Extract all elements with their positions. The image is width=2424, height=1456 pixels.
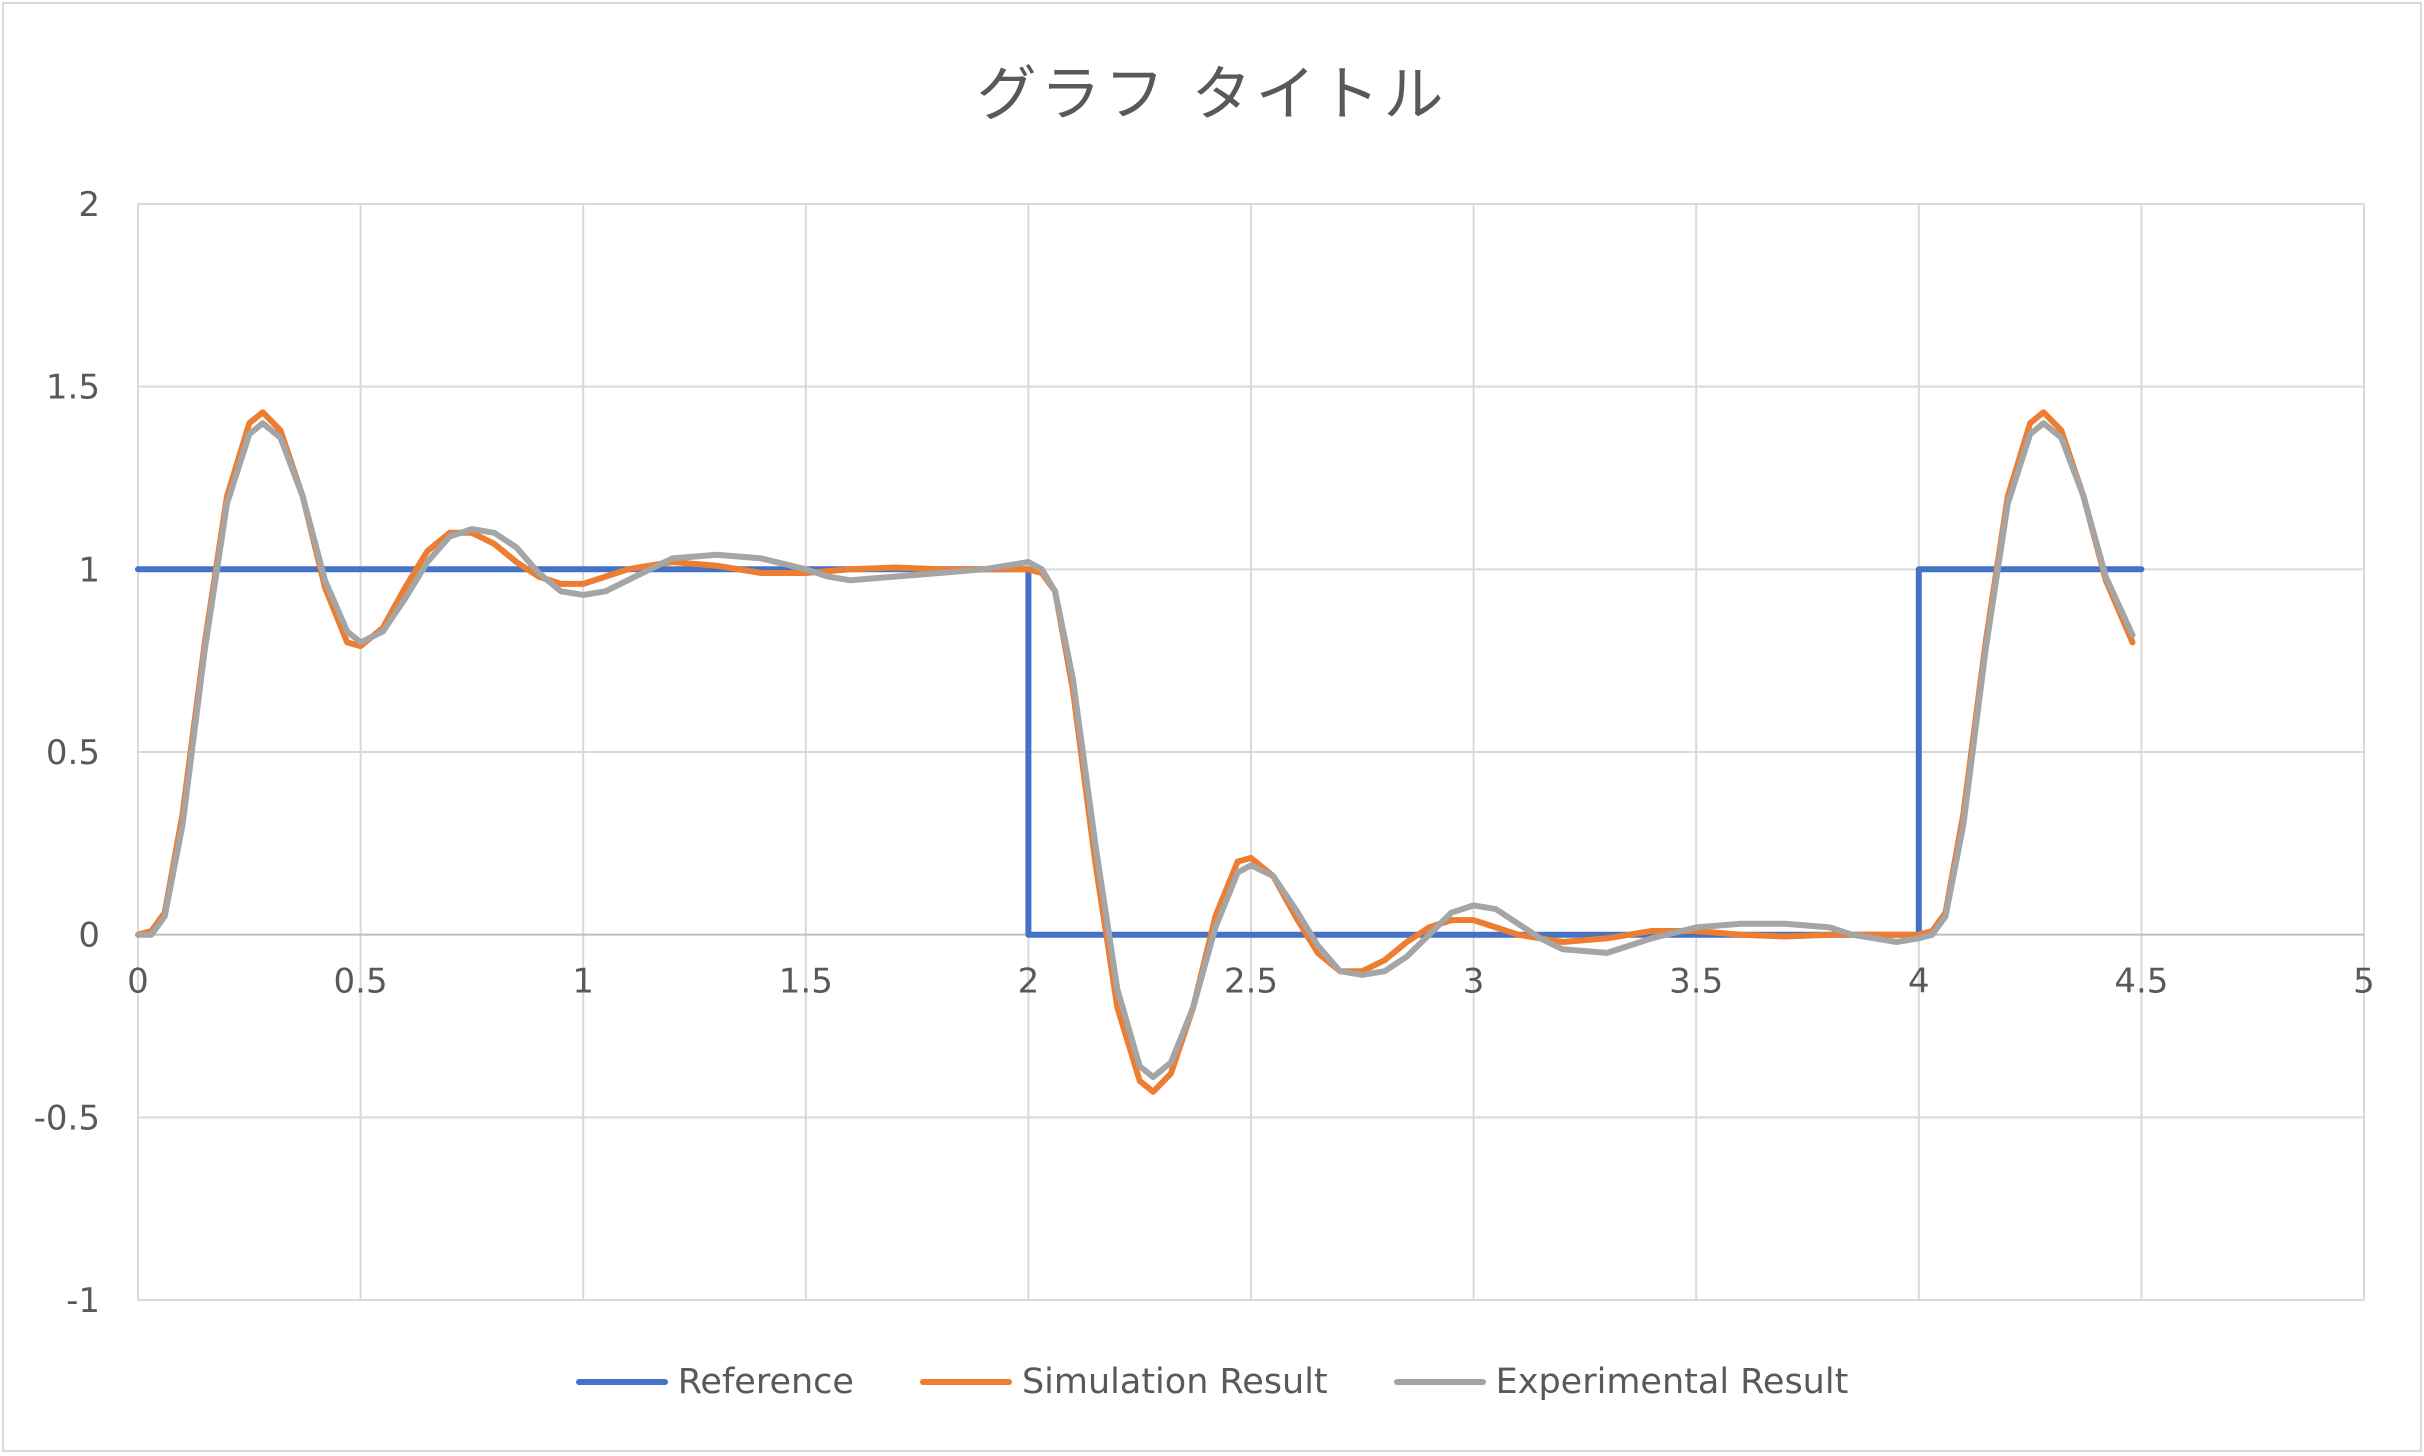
chart-title: グラフ タイトル: [976, 60, 1448, 130]
x-tick-label: 0: [127, 962, 149, 1002]
legend-label: Reference: [677, 1362, 854, 1402]
legend-label: Experimental Result: [1495, 1362, 1849, 1402]
x-tick-label: 2: [1018, 962, 1040, 1002]
x-tick-label: 4: [1908, 962, 1930, 1002]
y-tick-label: 2: [78, 185, 100, 225]
x-tick-label: 0.5: [334, 962, 388, 1002]
x-tick-label: 3.5: [1669, 962, 1723, 1002]
y-tick-label: 1: [78, 550, 100, 590]
y-tick-label: -0.5: [34, 1098, 100, 1138]
chart-legend: Reference Simulation Result Experimental R…: [4, 1362, 2420, 1402]
x-tick-label: 3: [1463, 962, 1485, 1002]
x-tick-label: 4.5: [2114, 962, 2168, 1002]
x-tick-label: 5: [2353, 962, 2375, 1002]
y-tick-label: 0.5: [46, 733, 100, 773]
legend-swatch: [919, 1379, 1012, 1385]
series-line-experimental-result: [135, 420, 2136, 1081]
legend-swatch: [575, 1379, 668, 1385]
x-tick-label: 1: [572, 962, 594, 1002]
legend-swatch: [1393, 1379, 1486, 1385]
chart-plot: 0 0.5 1 1.5 2 2.5 3 3.5 4 4.5 5 2 1.5 1 0.5 0 -0.5 -1: [34, 185, 2375, 1321]
y-tick-label: 0: [78, 916, 100, 956]
legend-item-experimental-result: Experimental Result: [1393, 1362, 1849, 1402]
legend-label: Simulation Result: [1021, 1362, 1328, 1402]
legend-item-reference: Reference: [575, 1362, 854, 1402]
y-tick-label: -1: [66, 1281, 100, 1321]
legend-item-simulation-result: Simulation Result: [919, 1362, 1328, 1402]
x-tick-label: 2.5: [1224, 962, 1278, 1002]
x-tick-label: 1.5: [779, 962, 833, 1002]
y-tick-label: 1.5: [46, 368, 100, 408]
